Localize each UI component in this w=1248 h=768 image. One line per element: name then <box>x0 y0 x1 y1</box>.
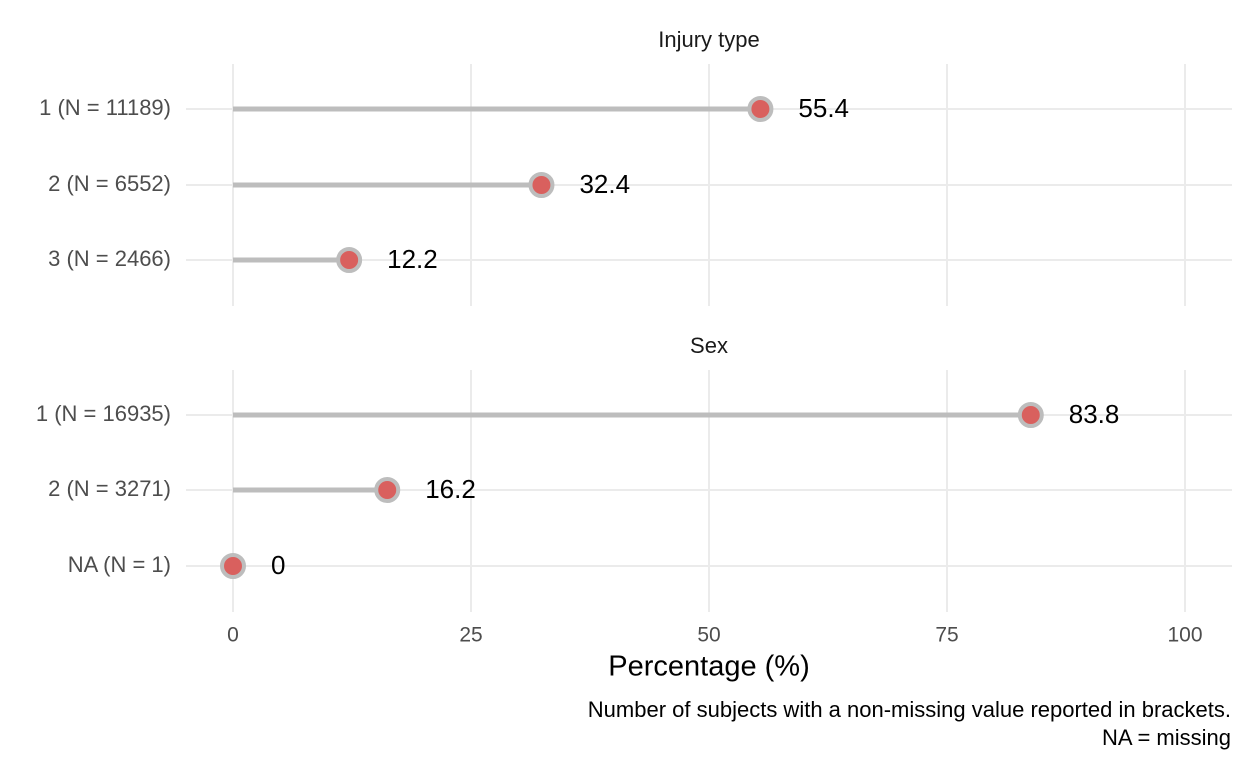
category-label: 2 (N = 3271) <box>48 476 171 501</box>
caption-line: Number of subjects with a non-missing va… <box>588 697 1231 722</box>
value-label: 32.4 <box>579 169 630 199</box>
lollipop-dot <box>747 96 774 122</box>
category-label: 1 (N = 11189) <box>39 95 171 120</box>
x-axis-title: Percentage (%) <box>608 651 810 683</box>
x-tick-label: 0 <box>227 624 239 647</box>
category-label: 2 (N = 6552) <box>48 171 171 196</box>
value-label: 0 <box>271 550 285 580</box>
x-tick-label: 75 <box>935 624 958 647</box>
facet-title: Injury type <box>658 27 760 52</box>
category-label: 3 (N = 2466) <box>48 246 171 271</box>
value-label: 55.4 <box>798 93 849 123</box>
facet-title: Sex <box>690 333 728 358</box>
caption-line: NA = missing <box>1102 725 1231 750</box>
lollipop-dot <box>1017 402 1044 428</box>
lollipop-dot <box>336 247 363 273</box>
value-label: 83.8 <box>1069 399 1120 429</box>
category-label: 1 (N = 16935) <box>36 401 171 426</box>
value-label: 12.2 <box>387 244 438 274</box>
x-tick-label: 25 <box>459 624 482 647</box>
lollipop-dot <box>374 477 401 503</box>
lollipop-dot <box>528 172 555 198</box>
x-tick-label: 100 <box>1167 624 1202 647</box>
lollipop-dot <box>220 553 246 579</box>
value-label: 16.2 <box>425 474 476 504</box>
x-tick-label: 50 <box>697 624 720 647</box>
category-label: NA (N = 1) <box>68 552 171 577</box>
